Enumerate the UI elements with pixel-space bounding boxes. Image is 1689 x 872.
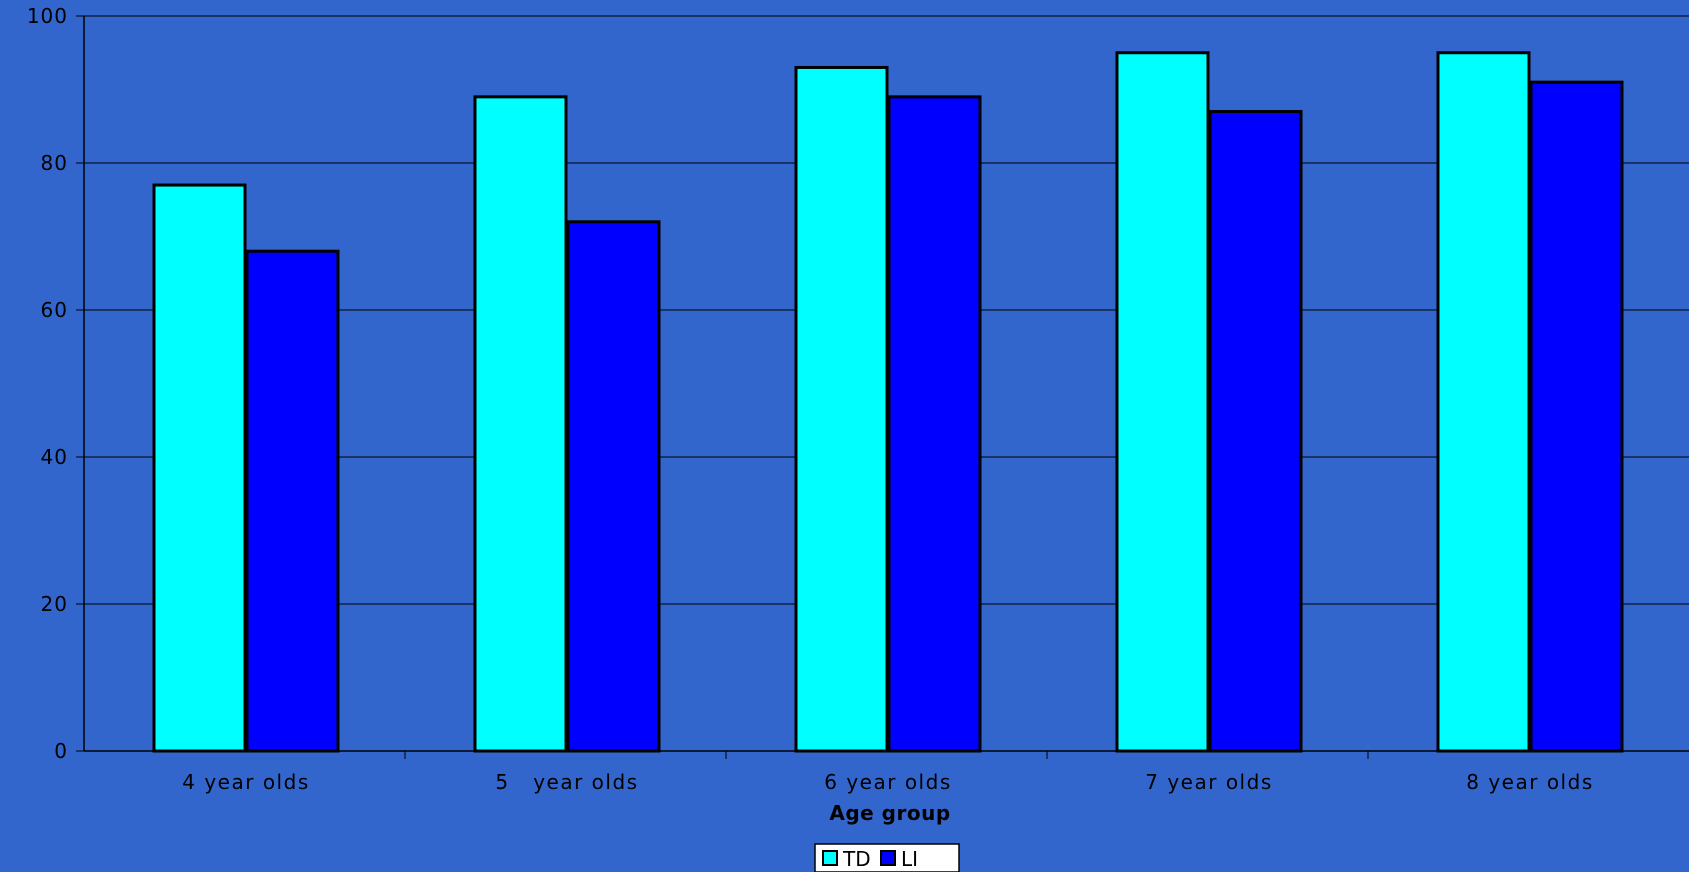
x-category-label: 4 year olds — [182, 770, 309, 794]
bar-li-0 — [245, 249, 340, 753]
x-category-label: 8 year olds — [1466, 770, 1593, 794]
bar-li-4 — [1529, 80, 1624, 753]
x-category-label: 7 year olds — [1145, 770, 1272, 794]
bar-td-4 — [1436, 51, 1531, 753]
legend: TD LI — [814, 843, 960, 872]
bar-td-3 — [1115, 51, 1210, 753]
bar-td-0 — [152, 183, 247, 753]
y-tick-label: 100 — [27, 4, 68, 28]
bar-td-1 — [473, 95, 568, 753]
x-category-label: 6 year olds — [824, 770, 951, 794]
y-tick-label: 60 — [41, 298, 68, 322]
y-tick-label: 0 — [54, 739, 68, 763]
bar-li-2 — [887, 95, 982, 753]
legend-label-li: LI — [901, 847, 918, 871]
bars — [152, 51, 1624, 753]
y-tick-label: 20 — [41, 592, 68, 616]
legend-swatch-td — [822, 850, 838, 866]
bar-li-3 — [1208, 110, 1303, 753]
legend-label-td: TD — [842, 847, 871, 871]
x-category-label: 5 year olds — [495, 770, 638, 794]
y-tick-label: 40 — [41, 445, 68, 469]
legend-swatch-li — [880, 850, 896, 866]
bar-li-1 — [566, 220, 661, 753]
y-tick-label: 80 — [41, 151, 68, 175]
bar-td-2 — [794, 65, 889, 753]
tick-labels: 0 20 40 60 80 100 4 year olds 5 year olds 6 year… — [27, 4, 1593, 794]
x-axis-title: Age group — [829, 801, 950, 825]
